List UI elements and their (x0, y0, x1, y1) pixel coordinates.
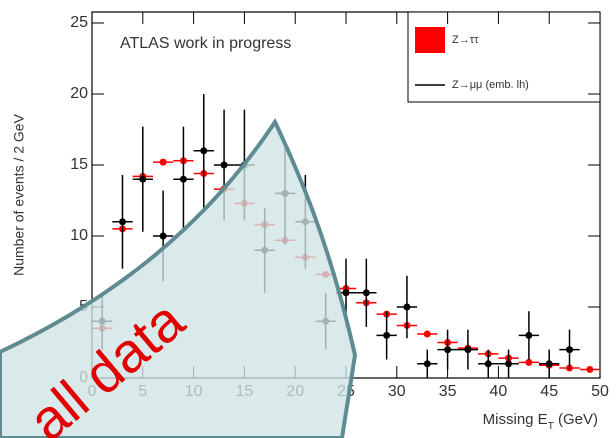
data-point (545, 360, 553, 368)
y-tick-label: 20 (70, 85, 88, 102)
x-tick-label: 50 (591, 383, 609, 400)
data-point (383, 331, 391, 339)
x-tick-label: 40 (490, 383, 508, 400)
x-tick-label: 35 (439, 383, 457, 400)
data-point (566, 346, 574, 354)
data-point (423, 360, 431, 368)
data-point (220, 161, 228, 169)
x-tick-label: 30 (388, 383, 406, 400)
annotation: ATLAS work in progress (120, 35, 291, 52)
y-tick-label: 25 (70, 14, 88, 31)
y-tick-label: 10 (70, 227, 88, 244)
legend-label: Z→μμ (emb. lh) (452, 79, 529, 91)
data-point (525, 331, 533, 339)
data-point (423, 330, 431, 338)
data-point (464, 346, 472, 354)
data-point (362, 289, 370, 297)
data-point (159, 158, 167, 166)
data-point (200, 147, 208, 155)
legend-label: Z→ττ (452, 34, 479, 46)
data-point (525, 358, 533, 366)
data-point (484, 360, 492, 368)
legend-swatch (415, 27, 445, 53)
y-tick-label: 15 (70, 156, 88, 173)
data-point (342, 289, 350, 297)
data-point (586, 365, 594, 373)
data-point (139, 175, 147, 183)
data-point (118, 218, 126, 226)
x-label-sub: T (548, 421, 554, 432)
data-point (444, 346, 452, 354)
data-point (179, 175, 187, 183)
y-axis-label: Number of events / 2 GeV (11, 113, 27, 276)
note-overlay (0, 117, 358, 438)
data-point (159, 232, 167, 240)
x-label-part: (GeV) (554, 411, 598, 428)
x-axis-label: Missing ET (GeV) (483, 411, 598, 432)
x-tick-label: 45 (540, 383, 558, 400)
data-point (403, 303, 411, 311)
x-label-part: Missing E (483, 411, 548, 428)
data-point (505, 360, 513, 368)
